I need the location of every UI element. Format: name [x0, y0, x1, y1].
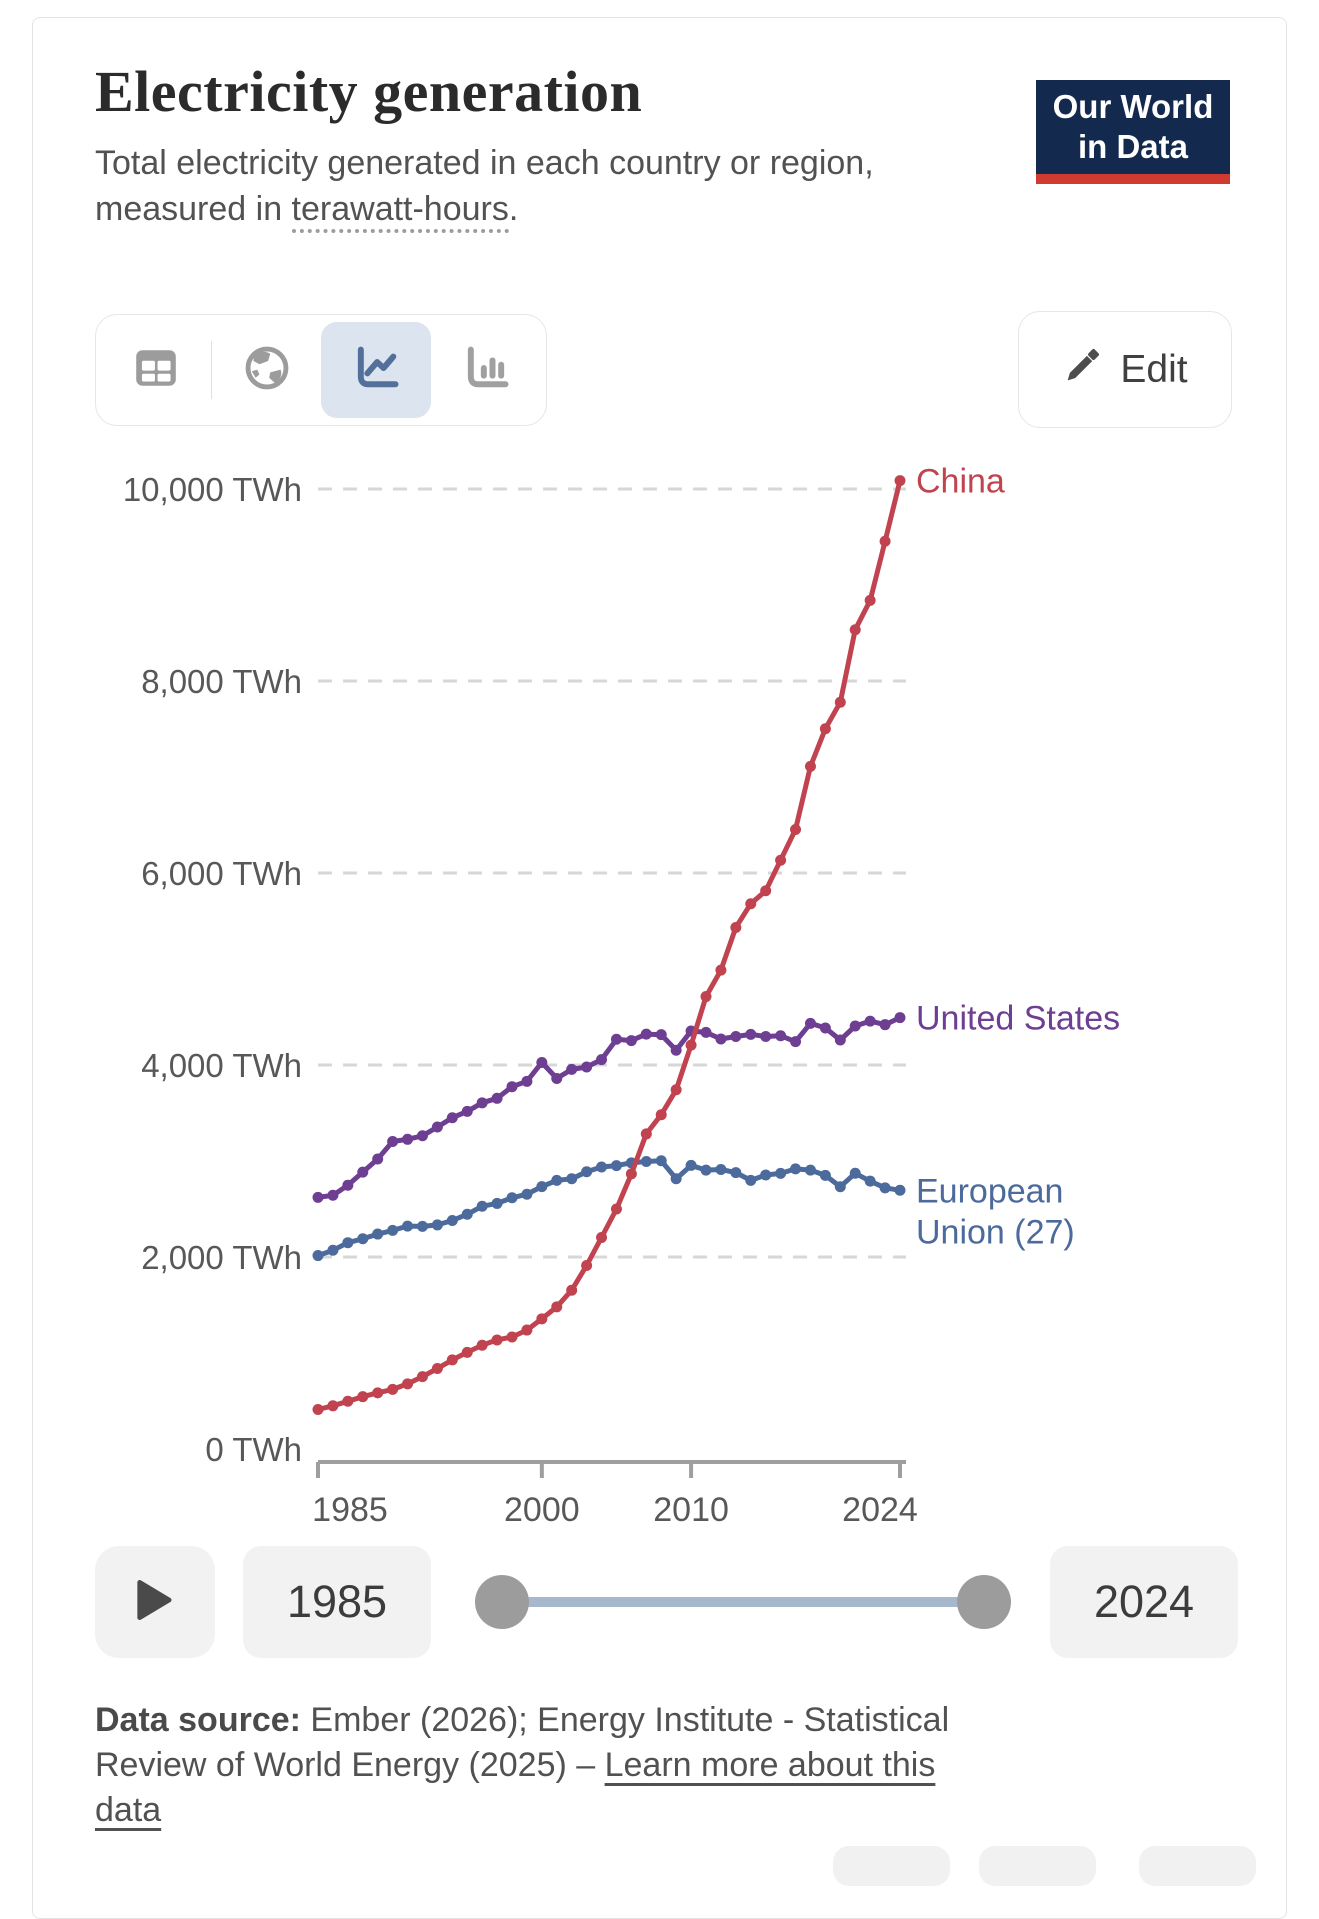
subtitle-period: .: [508, 190, 519, 228]
edit-button[interactable]: Edit: [1018, 311, 1232, 428]
play-button[interactable]: [95, 1546, 215, 1658]
owid-logo-line2: in Data: [1077, 128, 1189, 165]
line-chart-icon: [350, 342, 402, 399]
page: { "header": { "title": "Electricity gene…: [32, 17, 1287, 1919]
timeline-end-year[interactable]: 2024: [1050, 1546, 1238, 1658]
bottom-action-button-3[interactable]: [1139, 1846, 1256, 1886]
line-chart-view-button[interactable]: [321, 322, 432, 418]
timeline-handle-start[interactable]: [475, 1575, 529, 1629]
owid-logo-line1: Our World: [1052, 88, 1214, 125]
toolbar-divider: [210, 341, 213, 399]
data-source-text: Ember (2026); Energy Institute - Statist…: [95, 1701, 950, 1784]
owid-logo[interactable]: Our World in Data: [1036, 80, 1230, 184]
bar-chart-view-button[interactable]: [456, 322, 516, 418]
map-view-button[interactable]: [237, 322, 297, 418]
timeline-start-year[interactable]: 1985: [243, 1546, 431, 1658]
bottom-action-button-1[interactable]: [833, 1846, 950, 1886]
timeline-slider-track[interactable]: [502, 1597, 984, 1607]
view-toolbar: [95, 314, 547, 426]
page-subtitle: Total electricity generated in each coun…: [95, 140, 875, 233]
subtitle-text: Total electricity generated in each coun…: [95, 144, 874, 228]
timeline-handle-end[interactable]: [957, 1575, 1011, 1629]
bar-chart-icon: [460, 342, 512, 399]
bottom-action-button-2[interactable]: [979, 1846, 1096, 1886]
terawatt-hours-term[interactable]: terawatt-hours: [291, 190, 509, 233]
table-view-button[interactable]: [126, 322, 186, 418]
data-source-label: Data source:: [95, 1701, 301, 1739]
globe-icon: [241, 342, 293, 399]
edit-button-label: Edit: [1120, 347, 1188, 391]
play-icon: [137, 1579, 173, 1625]
learn-more-link[interactable]: Learn more about this data: [95, 1746, 936, 1829]
pencil-icon: [1062, 344, 1104, 396]
table-icon: [131, 343, 181, 398]
page-title: Electricity generation: [95, 59, 643, 124]
data-source-note: Data source: Ember (2026); Energy Instit…: [95, 1698, 1000, 1833]
